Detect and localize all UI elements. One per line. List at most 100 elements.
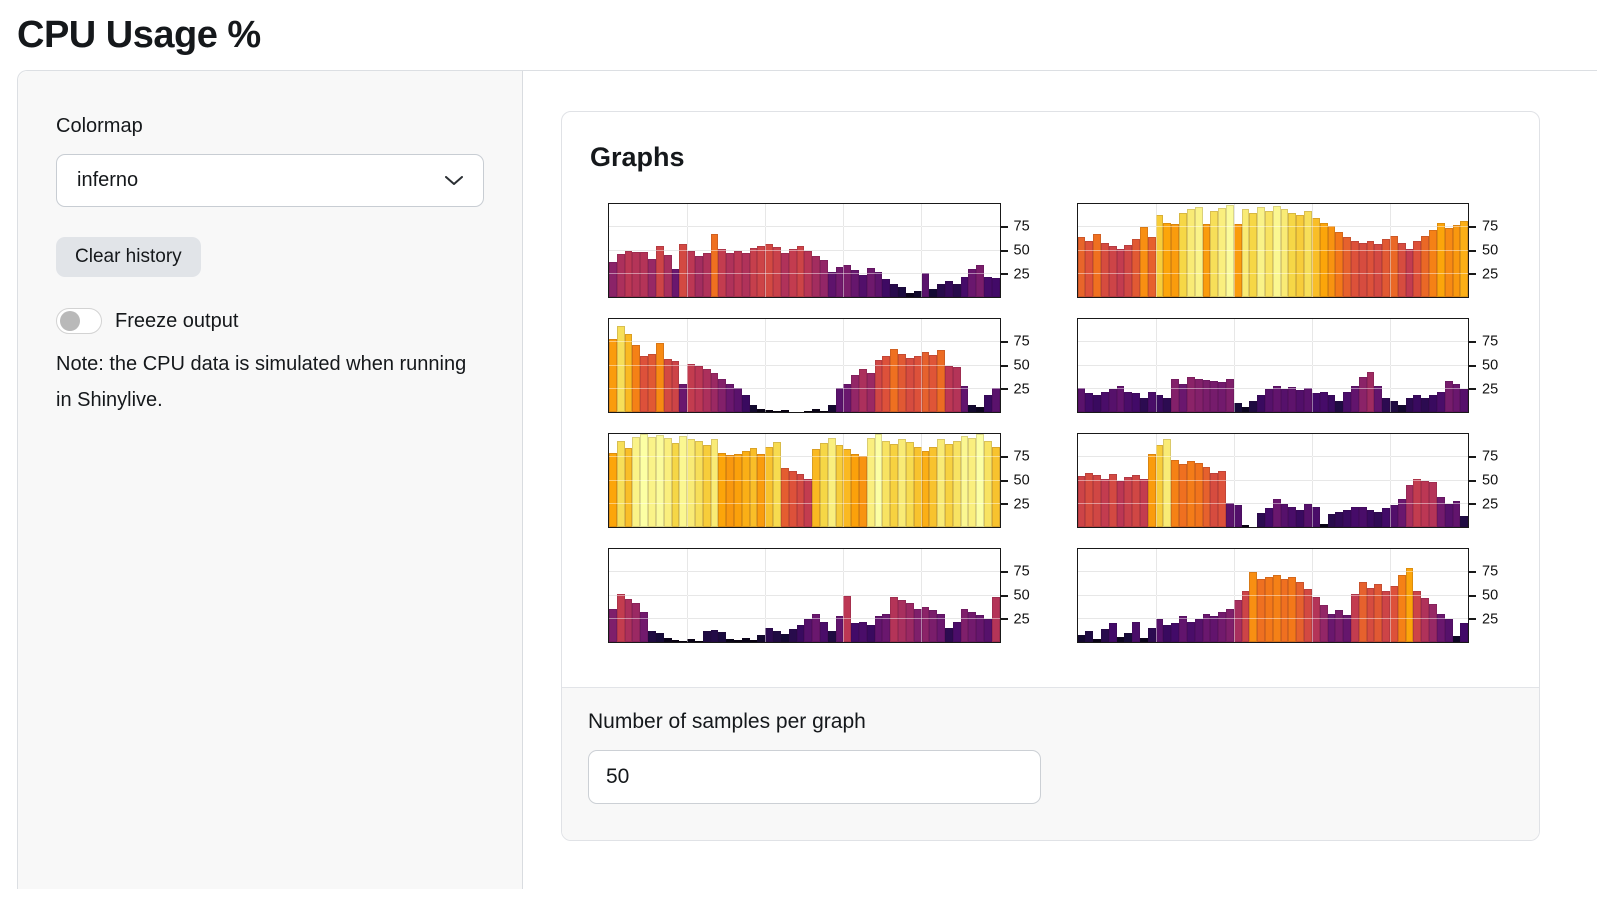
bars (609, 549, 1000, 642)
bar (851, 270, 859, 297)
gridlines (609, 319, 1000, 412)
colormap-select[interactable]: inferno (56, 154, 484, 207)
bar (773, 411, 781, 412)
bar (1366, 510, 1375, 527)
bar (1382, 239, 1390, 297)
gridlines (1077, 204, 1468, 297)
tick-mark (1000, 479, 1008, 482)
bar (687, 639, 695, 642)
y-axis-ticks: 25 50 75 (1469, 433, 1513, 528)
bar (1460, 515, 1469, 527)
bar (1460, 623, 1469, 642)
bar (702, 253, 711, 297)
tick-label: 50 (1013, 357, 1030, 374)
bar (741, 253, 750, 297)
bar (687, 363, 695, 412)
bar (1132, 621, 1140, 642)
bar (1288, 506, 1297, 527)
tick-mark (1469, 388, 1476, 391)
bar (749, 640, 758, 642)
bar (655, 632, 664, 642)
samples-input[interactable] (588, 750, 1041, 804)
bar (616, 593, 625, 642)
bar (819, 259, 828, 297)
bar (1241, 208, 1250, 297)
bar (1155, 395, 1164, 412)
bar (874, 434, 883, 527)
gridlines (609, 549, 1000, 642)
bar (1140, 398, 1148, 412)
bar (710, 629, 719, 642)
bar (1093, 395, 1101, 412)
bar (1265, 388, 1273, 412)
bar (679, 244, 688, 297)
bar (1093, 233, 1101, 297)
bar (1163, 222, 1172, 297)
bar (780, 633, 789, 642)
cpu-graph-1: 25 50 75 (588, 203, 1045, 298)
tick-mark (1000, 455, 1008, 458)
bar (1272, 385, 1281, 412)
bar (757, 634, 766, 642)
bar (1413, 395, 1422, 412)
bar (1100, 628, 1109, 642)
bar (765, 447, 774, 527)
bar (1085, 630, 1094, 642)
bar (1390, 400, 1398, 412)
bar (655, 434, 664, 527)
bar (1343, 615, 1351, 642)
bar (1436, 497, 1445, 527)
cpu-graph-5: 25 50 75 (588, 433, 1045, 528)
bar (905, 602, 914, 642)
tick-mark (1469, 225, 1476, 228)
bar (1147, 454, 1156, 527)
bar (749, 447, 758, 527)
bar (1225, 609, 1234, 642)
bar (1358, 376, 1367, 412)
bar (1241, 407, 1250, 412)
bar (1186, 621, 1195, 642)
bar (616, 326, 625, 412)
bar (1444, 503, 1453, 527)
bar (1319, 222, 1328, 297)
bar (952, 440, 961, 527)
plot-area (1076, 203, 1469, 298)
bar (1327, 395, 1336, 412)
bar (616, 441, 625, 527)
bar (1194, 206, 1203, 297)
tick-label: 25 (1013, 381, 1030, 397)
bars (1077, 204, 1469, 297)
bar (1452, 384, 1461, 412)
tick-mark (1000, 340, 1008, 343)
bar (1233, 224, 1242, 297)
bar (1288, 213, 1297, 297)
bar (1390, 586, 1398, 642)
graphs-card-footer: Number of samples per graph (562, 687, 1539, 840)
tick-label: 25 (1482, 611, 1499, 627)
bar (749, 247, 758, 297)
tick-mark (1469, 273, 1476, 276)
bar (632, 345, 641, 412)
bar (913, 290, 922, 297)
clear-history-button[interactable]: Clear history (56, 237, 201, 277)
bar (1116, 637, 1125, 642)
bar (1186, 460, 1195, 527)
bar (624, 333, 633, 412)
bars (609, 204, 1000, 297)
bar (663, 437, 672, 527)
bar (1077, 387, 1086, 412)
freeze-output-toggle[interactable] (56, 308, 102, 334)
bar (1241, 590, 1250, 642)
bar (1335, 610, 1344, 642)
y-axis-ticks: 25 50 75 (1000, 433, 1045, 528)
bar (1147, 391, 1156, 412)
bar (671, 443, 680, 527)
bar (1405, 398, 1414, 412)
bar (991, 278, 1000, 297)
bar (1210, 615, 1219, 642)
bar (1171, 224, 1180, 297)
colormap-label: Colormap (56, 115, 143, 137)
bar (866, 268, 875, 297)
bar (780, 468, 789, 527)
bar (687, 438, 695, 527)
